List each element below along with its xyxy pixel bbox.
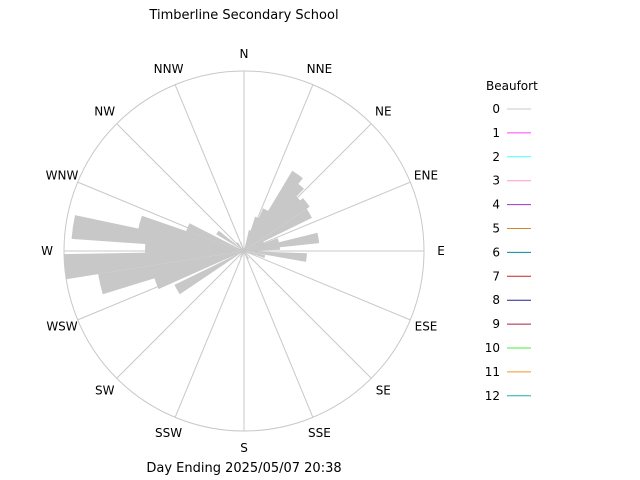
grid-spoke-nw <box>116 123 245 252</box>
petal-240 <box>174 251 244 295</box>
petal-340 <box>240 242 244 251</box>
direction-labels: N NNE NE ENE E ESE SE SSE S SSW SW WSW W WNW NW NNW <box>41 47 445 455</box>
petal-group <box>64 170 320 295</box>
grid-spoke-sw <box>116 250 245 379</box>
grid-spoke-se <box>243 250 372 379</box>
grid-spoke-ese <box>243 250 411 321</box>
direction-label-ne: NE <box>375 105 392 119</box>
direction-label-s: S <box>240 441 248 455</box>
legend-label-11: 11 <box>485 365 500 379</box>
grid-spoke-sse <box>243 250 314 418</box>
legend-label-3: 3 <box>492 174 500 188</box>
direction-label-nw: NW <box>94 105 115 119</box>
legend-label-4: 4 <box>492 198 500 212</box>
legend-label-7: 7 <box>492 269 500 283</box>
direction-label-w: W <box>41 244 53 258</box>
petal-96 <box>244 251 307 262</box>
legend-label-9: 9 <box>492 317 500 331</box>
chart-footer: Day Ending 2025/05/07 20:38 <box>146 461 341 476</box>
legend-label-6: 6 <box>492 245 500 259</box>
legend-label-10: 10 <box>485 341 500 355</box>
petal-60 <box>244 208 312 251</box>
legend-label-5: 5 <box>492 222 500 236</box>
petal-285 <box>138 215 244 251</box>
petal-105 <box>244 251 266 258</box>
direction-label-ene: ENE <box>414 169 438 183</box>
direction-label-e: E <box>437 244 445 258</box>
petal-67 <box>244 241 265 251</box>
direction-label-se: SE <box>376 383 391 397</box>
grid-spoke-nnw <box>174 84 245 252</box>
legend-label-0: 0 <box>492 102 500 116</box>
direction-label-nnw: NNW <box>154 62 184 76</box>
petal-320 <box>236 242 244 251</box>
direction-label-wnw: WNW <box>46 169 79 183</box>
petal-84 <box>244 244 280 251</box>
direction-label-nne: NNE <box>307 62 333 76</box>
legend-label-8: 8 <box>492 293 500 307</box>
direction-label-ssw: SSW <box>155 426 182 440</box>
legend-label-2: 2 <box>492 150 500 164</box>
petal-52 <box>244 198 310 251</box>
petal-305 <box>216 230 244 251</box>
petal-265 <box>64 251 244 280</box>
petal-28 <box>244 208 269 251</box>
petal-293 <box>186 223 244 251</box>
petal-73 <box>244 238 280 251</box>
grid-spoke-ene <box>243 181 411 252</box>
direction-label-wsw: WSW <box>46 319 77 333</box>
legend-label-1: 1 <box>492 126 500 140</box>
legend-title: Beaufort <box>486 79 538 93</box>
petal-257 <box>98 251 244 295</box>
petal-150 <box>244 251 249 260</box>
petal-45 <box>244 193 302 251</box>
legend-label-12: 12 <box>485 389 500 403</box>
direction-label-sw: SW <box>95 383 115 397</box>
petal-250 <box>154 251 244 290</box>
direction-label-sse: SSE <box>308 426 331 440</box>
direction-label-ese: ESE <box>415 319 438 333</box>
grid-spoke-ssw <box>174 250 245 418</box>
petal-210 <box>240 251 244 258</box>
petal-40 <box>244 181 304 251</box>
direction-label-n: N <box>240 47 249 61</box>
petal-80 <box>244 232 320 251</box>
chart-title: Timberline Secondary School <box>148 8 338 23</box>
